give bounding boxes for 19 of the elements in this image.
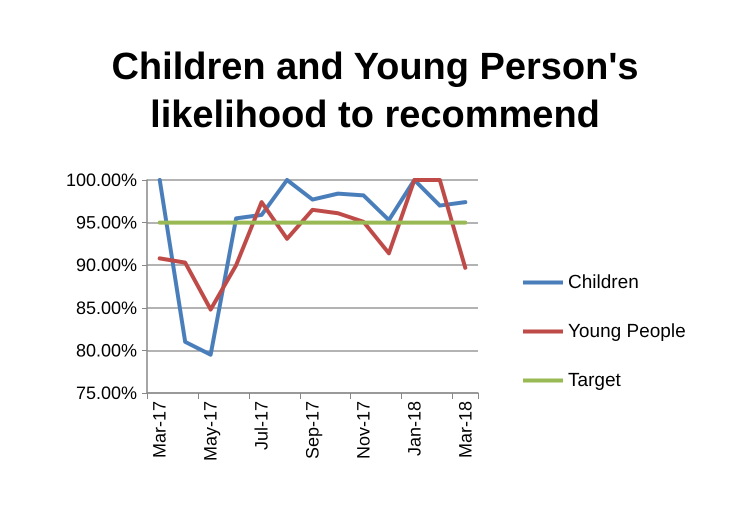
chart-title: Children and Young Person's likelihood to recommend bbox=[111, 46, 639, 136]
x-tick-label: Sep-17 bbox=[302, 401, 322, 460]
x-tick-label: Mar-18 bbox=[455, 401, 476, 458]
y-tick-label: 90.00% bbox=[76, 255, 137, 276]
line-series bbox=[158, 178, 468, 357]
y-tick-label: 80.00% bbox=[76, 340, 137, 360]
y-tick-label: 85.00% bbox=[76, 298, 137, 318]
legend-label: Target bbox=[568, 370, 622, 391]
line-series bbox=[158, 178, 468, 312]
x-tick-label: Jan-18 bbox=[404, 401, 424, 456]
x-tick-label: Nov-17 bbox=[353, 401, 374, 460]
x-tick-label: Mar-17 bbox=[150, 401, 170, 458]
y-tick-label: 95.00% bbox=[76, 212, 137, 233]
y-tick-label: 75.00% bbox=[76, 383, 137, 403]
x-tick-label: May-17 bbox=[200, 401, 221, 462]
x-tick-label: Jul-17 bbox=[252, 401, 272, 450]
y-tick-label: 100.00% bbox=[66, 170, 137, 190]
legend-label: Young People bbox=[568, 321, 686, 342]
legend-label: Children bbox=[568, 272, 639, 293]
